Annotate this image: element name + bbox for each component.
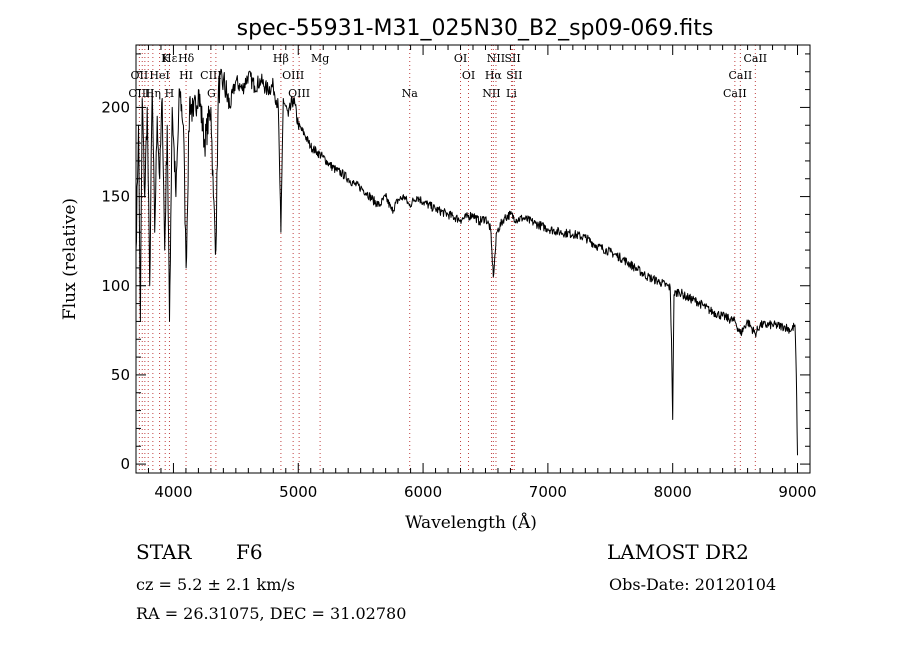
obs-date: Obs-Date: 20120104 (609, 575, 777, 594)
line-label: OIII (288, 87, 310, 100)
line-label: HI (179, 69, 193, 82)
x-axis: 4000 5000 6000 7000 8000 9000 (147, 45, 817, 501)
ra-dec: RA = 26.31075, DEC = 31.02780 (136, 604, 407, 623)
line-label: HeI (149, 69, 169, 82)
survey-name: LAMOST DR2 (607, 540, 749, 564)
y-tick-label: 200 (101, 98, 130, 116)
y-tick-label: 100 (101, 277, 130, 295)
line-label: Hδ (178, 52, 195, 65)
line-label: Na (402, 87, 419, 100)
line-label: Mg (311, 52, 329, 65)
x-tick-label: 9000 (778, 483, 816, 501)
spectrum-line (135, 68, 798, 456)
line-label: G (207, 87, 216, 100)
y-tick-label: 0 (120, 455, 130, 473)
line-label: OI (462, 69, 475, 82)
line-label: Li (506, 87, 517, 100)
line-label: Hβ (273, 52, 289, 65)
line-label: CIII (200, 69, 221, 82)
line-label: OI (454, 52, 467, 65)
y-axis: 0 50 100 150 200 (101, 53, 810, 473)
line-label: NII (487, 52, 505, 65)
x-axis-label: Wavelength (Å) (405, 512, 537, 533)
line-label: K (161, 52, 170, 65)
chart-title: spec-55931-M31_025N30_B2_sp09-069.fits (237, 16, 714, 41)
subclass: F6 (236, 540, 263, 564)
line-label: OII (131, 69, 149, 82)
y-tick-label: 50 (111, 366, 130, 384)
line-label: Hη (145, 87, 161, 100)
x-tick-label: 5000 (279, 483, 317, 501)
line-label: OIII (128, 87, 150, 100)
line-label: Hε (162, 52, 178, 65)
x-tick-label: 8000 (654, 483, 692, 501)
line-label: CaII (743, 52, 767, 65)
line-label: CaII (729, 69, 753, 82)
line-label: OIII (282, 69, 304, 82)
y-axis-label: Flux (relative) (60, 198, 80, 320)
x-tick-label: 6000 (404, 483, 442, 501)
line-label: H (165, 87, 175, 100)
x-tick-label: 4000 (154, 483, 192, 501)
plot-frame (135, 44, 811, 474)
line-label: Hα (485, 69, 503, 82)
y-tick-label: 150 (101, 188, 130, 206)
object-type: STAR (136, 540, 192, 564)
line-label: CaII (723, 87, 747, 100)
redshift-cz: cz = 5.2 ± 2.1 km/s (136, 575, 295, 594)
line-label: SII (506, 69, 522, 82)
x-tick-label: 7000 (529, 483, 567, 501)
line-label: SII (504, 52, 520, 65)
line-label: NII (482, 87, 500, 100)
